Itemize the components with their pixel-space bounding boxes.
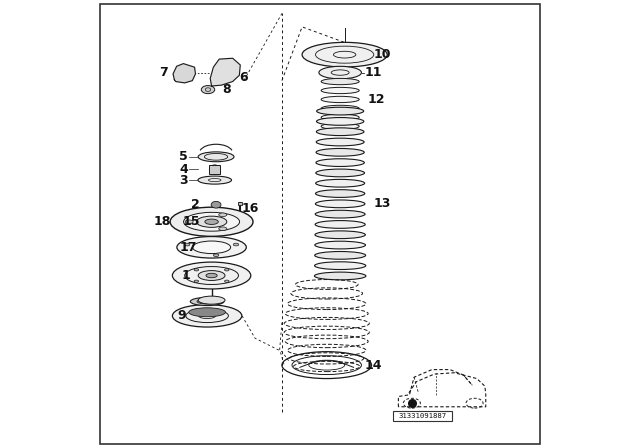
Ellipse shape: [321, 96, 359, 103]
Ellipse shape: [302, 43, 387, 67]
Ellipse shape: [315, 241, 365, 249]
Ellipse shape: [225, 280, 229, 282]
Ellipse shape: [198, 271, 225, 280]
Ellipse shape: [190, 297, 224, 306]
Ellipse shape: [317, 117, 364, 125]
Ellipse shape: [196, 216, 227, 228]
Ellipse shape: [184, 212, 239, 231]
Ellipse shape: [219, 227, 227, 231]
Ellipse shape: [225, 269, 229, 271]
Ellipse shape: [194, 269, 198, 271]
Polygon shape: [210, 58, 240, 86]
Text: 15: 15: [182, 215, 200, 228]
Text: 18: 18: [154, 215, 171, 228]
Ellipse shape: [317, 107, 364, 115]
Ellipse shape: [170, 207, 253, 237]
Text: 1: 1: [181, 269, 190, 282]
Text: 12: 12: [367, 93, 385, 106]
Text: 7: 7: [159, 66, 168, 79]
Ellipse shape: [198, 152, 234, 162]
Ellipse shape: [316, 169, 365, 177]
Polygon shape: [173, 64, 195, 83]
Ellipse shape: [316, 148, 364, 156]
Ellipse shape: [172, 305, 242, 327]
Ellipse shape: [189, 308, 225, 317]
Ellipse shape: [321, 87, 359, 94]
Ellipse shape: [321, 105, 359, 112]
Ellipse shape: [234, 243, 239, 246]
Ellipse shape: [177, 237, 246, 258]
Ellipse shape: [172, 262, 251, 289]
Ellipse shape: [321, 123, 359, 129]
Text: 6: 6: [239, 70, 248, 84]
Ellipse shape: [201, 86, 215, 94]
Bar: [238, 202, 243, 205]
Bar: [209, 165, 220, 174]
Ellipse shape: [316, 128, 364, 136]
Text: 5: 5: [179, 150, 188, 164]
Text: 11: 11: [364, 66, 381, 79]
Ellipse shape: [315, 251, 365, 259]
Ellipse shape: [316, 138, 364, 146]
Ellipse shape: [315, 231, 365, 239]
Ellipse shape: [198, 296, 225, 304]
Ellipse shape: [185, 220, 193, 224]
Text: 17: 17: [179, 241, 196, 254]
Ellipse shape: [194, 280, 198, 282]
Ellipse shape: [211, 202, 221, 208]
Ellipse shape: [193, 241, 230, 254]
Ellipse shape: [316, 210, 365, 218]
Text: 3: 3: [179, 173, 188, 187]
Text: 31331091887: 31331091887: [399, 413, 447, 419]
Ellipse shape: [314, 272, 366, 280]
Text: 8: 8: [223, 83, 231, 96]
Ellipse shape: [316, 200, 365, 208]
Text: 9: 9: [178, 309, 186, 323]
Text: 2: 2: [191, 198, 200, 211]
Text: 16: 16: [242, 202, 259, 215]
Ellipse shape: [321, 114, 359, 121]
Text: 13: 13: [374, 197, 392, 211]
Ellipse shape: [321, 78, 359, 85]
Ellipse shape: [219, 213, 227, 216]
Ellipse shape: [206, 273, 217, 278]
Ellipse shape: [315, 220, 365, 228]
Ellipse shape: [213, 254, 219, 257]
Ellipse shape: [314, 262, 366, 270]
Ellipse shape: [319, 66, 362, 79]
Ellipse shape: [316, 159, 364, 167]
Ellipse shape: [205, 219, 218, 224]
Ellipse shape: [198, 176, 232, 184]
Text: 10: 10: [373, 48, 390, 61]
Ellipse shape: [316, 179, 365, 187]
Ellipse shape: [316, 190, 365, 198]
Bar: [394, 411, 452, 421]
Text: 14: 14: [365, 358, 383, 372]
Ellipse shape: [184, 243, 190, 246]
Text: 4: 4: [179, 163, 188, 176]
